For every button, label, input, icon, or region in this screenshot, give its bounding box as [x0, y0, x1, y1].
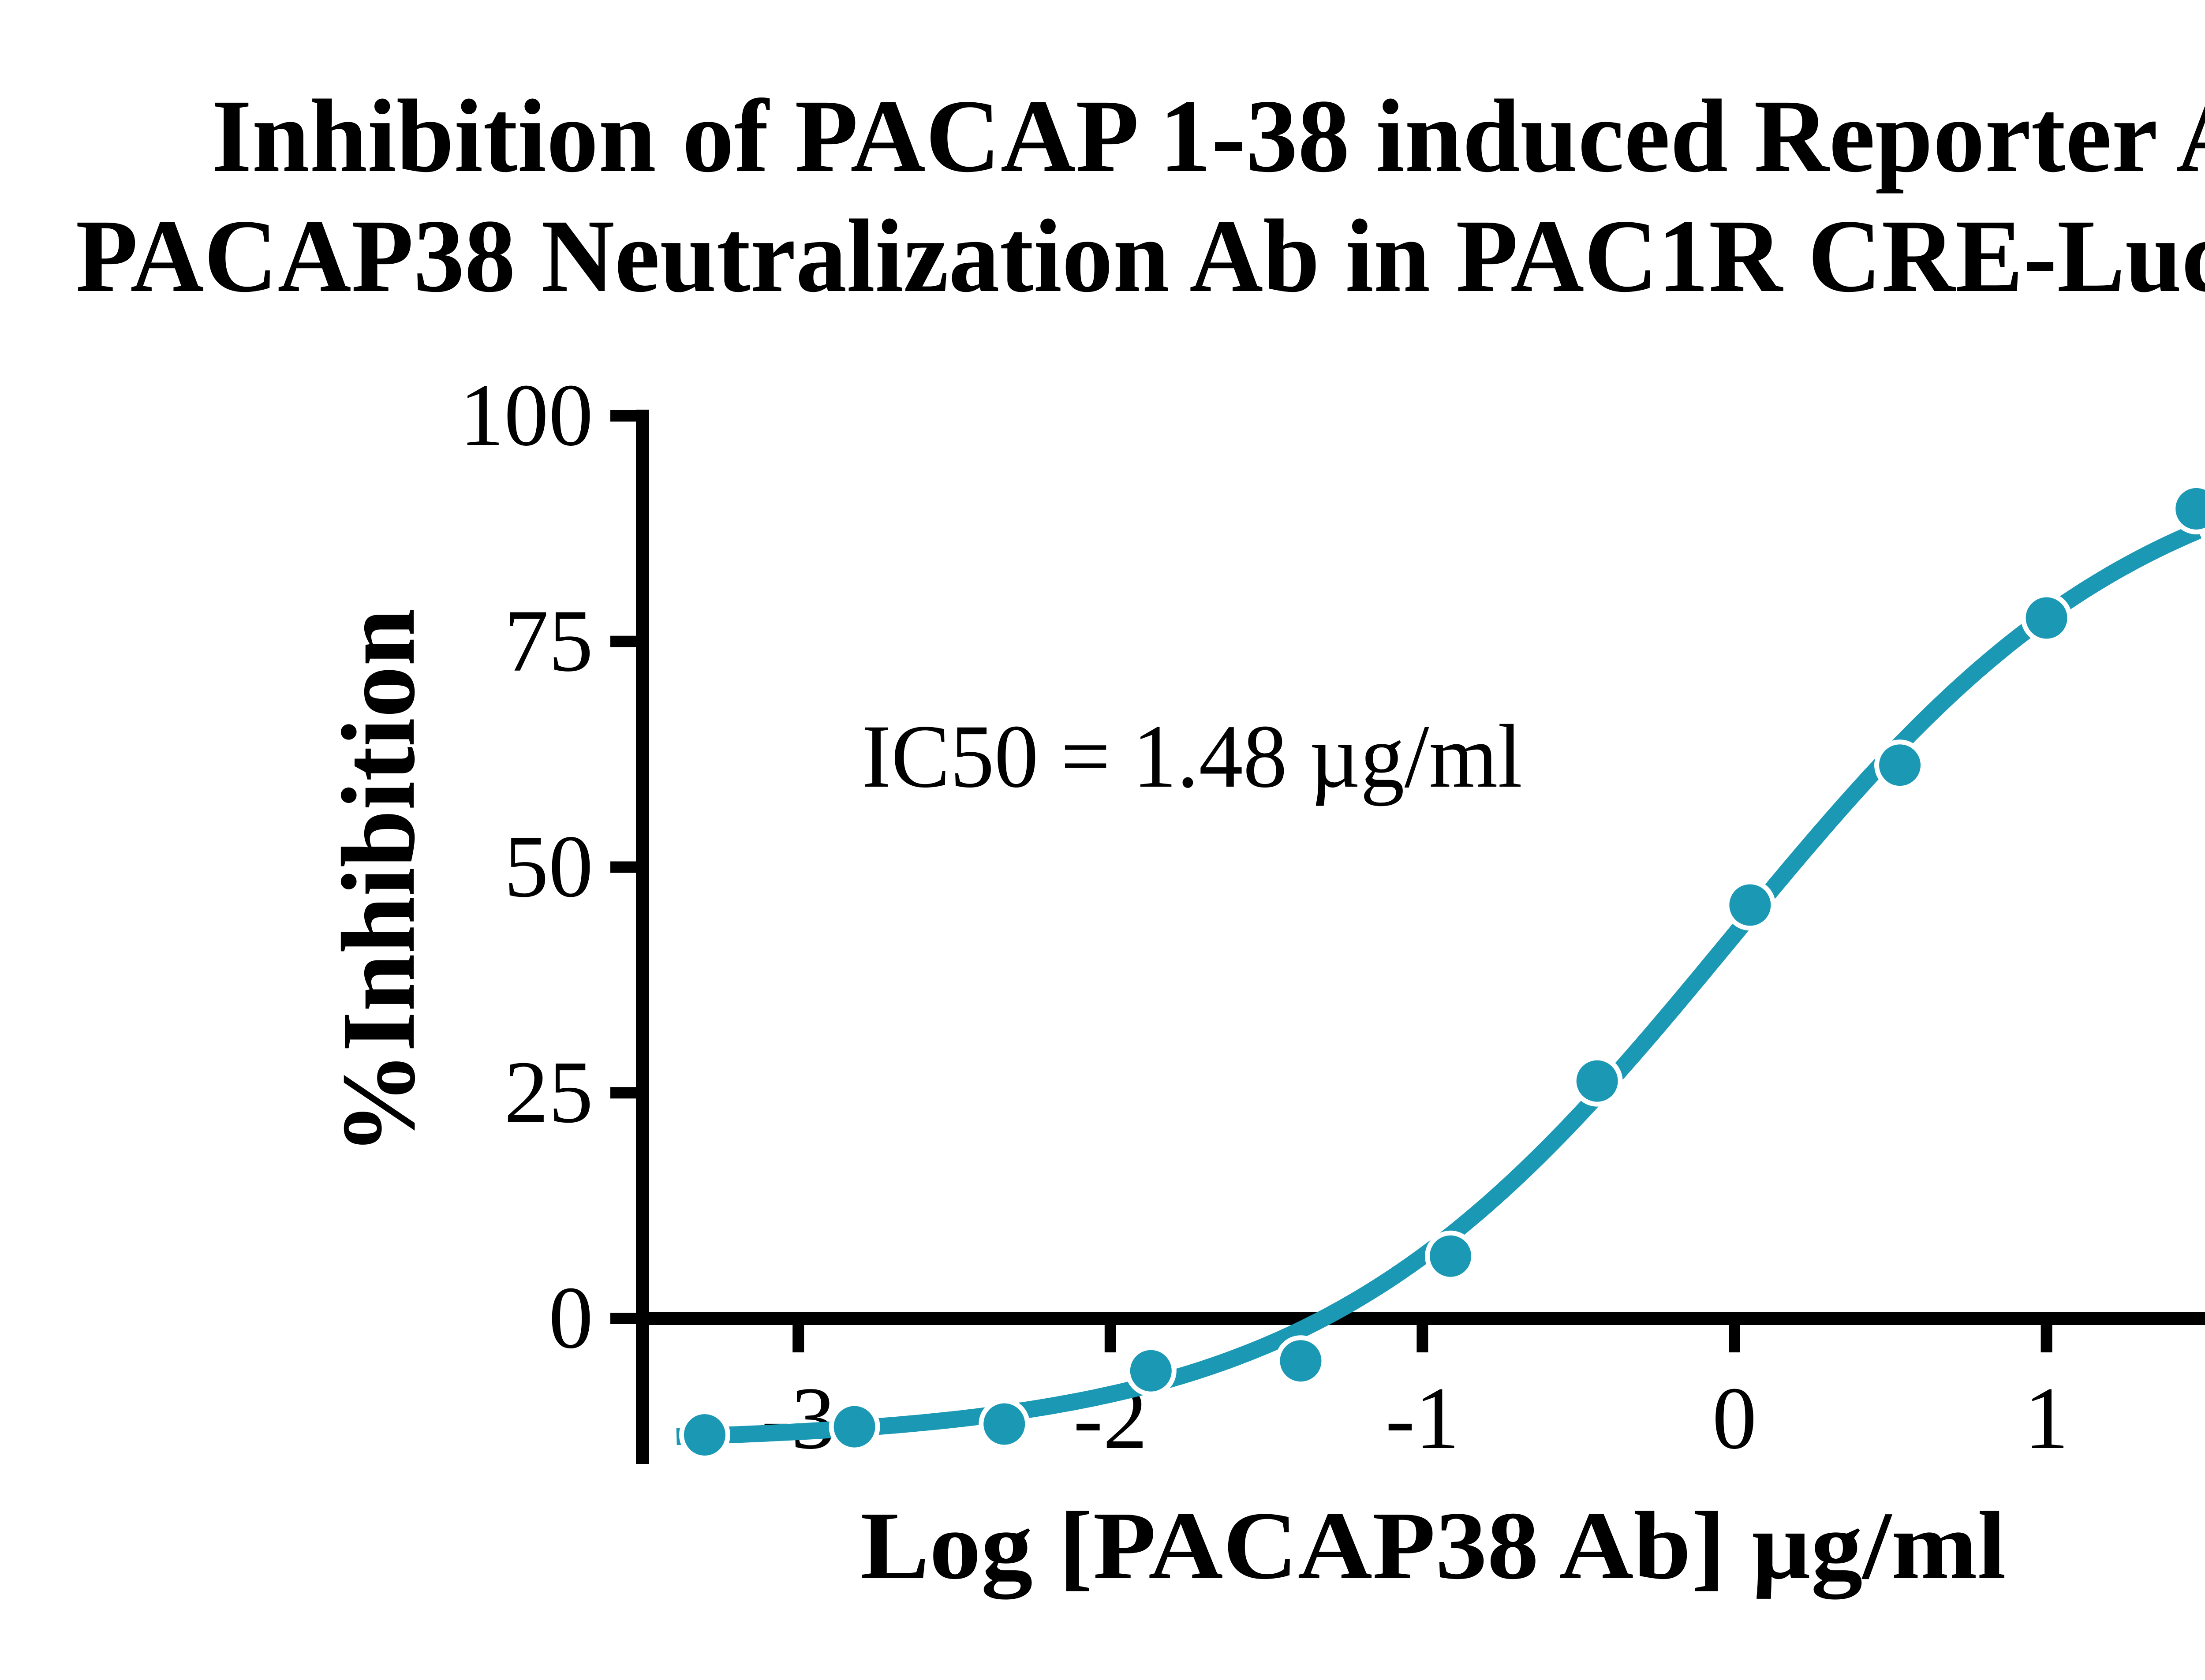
- data-point: [1729, 884, 1771, 926]
- x-tick-label--1: -1: [1385, 1369, 1459, 1467]
- y-tick-0: [610, 1313, 636, 1324]
- data-point: [983, 1403, 1025, 1445]
- y-axis-line: [636, 410, 649, 1464]
- x-tick--3: [792, 1325, 804, 1352]
- y-tick-label-75: 75: [504, 591, 593, 690]
- x-axis: -3 -2 -1 0 1 Log [PACAP38 Ab] µg/ml: [636, 1312, 2205, 1600]
- data-point: [833, 1406, 875, 1448]
- y-axis: 0 25 50 75 100 %Inhibition: [321, 366, 649, 1464]
- data-points: [679, 483, 2205, 1461]
- fit-curve: [676, 523, 2202, 1445]
- y-axis-title: %Inhibition: [321, 609, 437, 1155]
- data-point: [2026, 597, 2067, 639]
- y-tick-100: [610, 410, 636, 422]
- x-tick-label--3: -3: [761, 1369, 835, 1467]
- y-tick-label-100: 100: [460, 366, 593, 464]
- data-point: [1280, 1340, 1322, 1382]
- y-tick-25: [610, 1087, 636, 1099]
- x-tick--1: [1416, 1325, 1428, 1352]
- x-tick--2: [1104, 1325, 1116, 1352]
- data-point: [2175, 488, 2205, 530]
- y-tick-label-0: 0: [549, 1268, 593, 1367]
- y-tick-label-25: 25: [504, 1042, 593, 1141]
- data-point: [1430, 1235, 1472, 1277]
- ic50-annotation: IC50 = 1.48 µg/ml: [862, 706, 1522, 806]
- y-tick-label-50: 50: [504, 817, 593, 916]
- x-axis-title: Log [PACAP38 Ab] µg/ml: [860, 1492, 2006, 1600]
- y-tick-50: [610, 861, 636, 873]
- x-axis-ticks: [792, 1325, 2052, 1352]
- y-axis-ticks: [610, 410, 636, 1324]
- data-point: [1130, 1350, 1172, 1392]
- data-point: [1576, 1060, 1618, 1102]
- x-tick-label-1: 1: [2024, 1369, 2069, 1467]
- x-tick-label-0: 0: [1712, 1369, 1757, 1467]
- chart-title-line-1: Inhibition of PACAP 1-38 induced Reporte…: [212, 78, 2205, 194]
- y-tick-75: [610, 635, 636, 647]
- data-point: [1879, 744, 1921, 786]
- x-tick-0: [1729, 1325, 1740, 1352]
- x-axis-line: [636, 1312, 2205, 1325]
- y-axis-tick-labels: 0 25 50 75 100: [460, 366, 593, 1367]
- chart-title-line-2: PACAP38 Neutralization Ab in PAC1R CRE-L…: [76, 198, 2205, 314]
- data-point: [684, 1414, 725, 1456]
- x-tick-1: [2041, 1325, 2052, 1352]
- chart-title: Inhibition of PACAP 1-38 induced Reporte…: [76, 78, 2205, 314]
